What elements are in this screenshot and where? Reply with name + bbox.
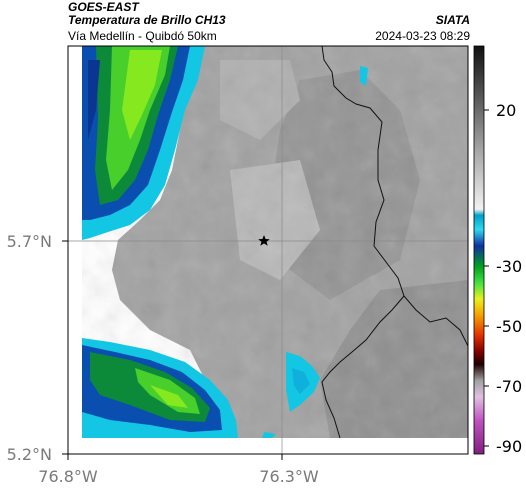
region-subtitle: Vía Medellín - Quibdó 50km (68, 29, 217, 43)
product-title: Temperatura de Brillo CH13 (68, 13, 226, 27)
brightness-temperature-map (68, 46, 468, 454)
agency-label: SIATA (435, 13, 470, 27)
location-star-icon (258, 235, 270, 246)
colorbar-label-minus90: -90 (496, 437, 522, 456)
colorbar: 20 -30 -50 -70 -90 (473, 45, 522, 456)
satellite-title: GOES-EAST (68, 0, 139, 14)
colorbar-label-minus50: -50 (496, 317, 522, 336)
colorbar-label-minus30: -30 (496, 257, 522, 276)
latitude-label-north: 5.7°N (7, 232, 52, 251)
colorbar-label-minus70: -70 (496, 377, 522, 396)
latitude-label-south: 5.2°N (7, 445, 52, 464)
longitude-label-east: 76.3°W (259, 467, 319, 486)
colorbar-label-20: 20 (496, 101, 516, 120)
timestamp-label: 2024-03-23 08:29 (375, 29, 470, 43)
longitude-label-west: 76.8°W (38, 467, 98, 486)
